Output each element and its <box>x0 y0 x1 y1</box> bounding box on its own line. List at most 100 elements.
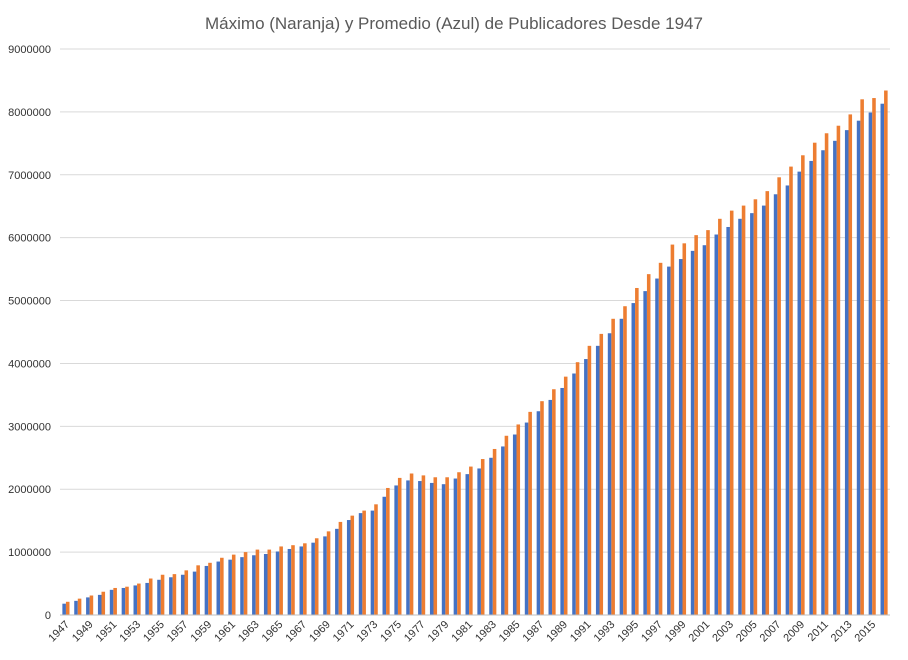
bar-promedio-1951 <box>109 589 114 615</box>
bar-maximo-1978 <box>433 477 438 615</box>
bar-maximo-1951 <box>113 587 117 615</box>
bar-promedio-1984 <box>501 446 505 615</box>
bar-maximo-2006 <box>765 191 770 615</box>
bar-promedio-2001 <box>702 245 707 615</box>
x-tick-label: 1985 <box>497 619 523 645</box>
bar-promedio-2003 <box>726 226 730 616</box>
x-tick-label: 1951 <box>94 619 120 645</box>
y-tick-label: 8000000 <box>8 107 51 119</box>
bar-promedio-1987 <box>536 411 541 615</box>
bar-maximo-1992 <box>599 333 604 615</box>
bar-maximo-1948 <box>77 598 82 615</box>
x-tick-label: 2001 <box>687 619 713 645</box>
bar-maximo-1966 <box>291 545 295 615</box>
x-tick-label: 1977 <box>402 619 428 645</box>
y-tick-label: 4000000 <box>8 358 51 370</box>
x-tick-label: 1947 <box>46 619 72 645</box>
bar-promedio-1968 <box>311 542 315 615</box>
bar-maximo-1987 <box>540 401 544 615</box>
bar-promedio-1986 <box>524 422 529 615</box>
x-tick-label: 1981 <box>449 619 475 645</box>
bar-promedio-1993 <box>607 333 612 615</box>
bar-maximo-2011 <box>824 133 829 615</box>
bar-maximo-1959 <box>208 562 212 615</box>
bar-maximo-1980 <box>457 472 461 615</box>
bar-promedio-2009 <box>797 171 802 615</box>
bar-maximo-1979 <box>445 477 449 615</box>
bar-maximo-1953 <box>137 583 141 615</box>
bar-promedio-1975 <box>394 485 398 615</box>
x-tick-label: 2007 <box>758 619 784 645</box>
bar-maximo-2003 <box>729 210 734 615</box>
bar-maximo-1963 <box>255 549 260 615</box>
bar-maximo-1973 <box>374 504 378 615</box>
y-tick-label: 1000000 <box>8 547 51 559</box>
x-tick-label: 1983 <box>473 619 499 645</box>
bar-maximo-1964 <box>267 549 272 615</box>
bar-maximo-1962 <box>243 552 248 615</box>
bar-promedio-1969 <box>323 536 327 615</box>
bar-promedio-2012 <box>833 140 837 615</box>
bar-maximo-1981 <box>469 466 473 615</box>
bar-promedio-2016 <box>880 103 885 616</box>
bar-maximo-1982 <box>480 459 485 615</box>
bar-promedio-2008 <box>785 185 790 615</box>
bar-maximo-1974 <box>386 487 390 615</box>
bar-promedio-1995 <box>631 303 636 615</box>
chart-title: Máximo (Naranja) y Promedio (Azul) de Pu… <box>205 14 703 33</box>
x-tick-label: 1973 <box>355 619 381 645</box>
x-tick-label: 2009 <box>781 619 807 645</box>
bar-maximo-1995 <box>635 287 639 615</box>
bar-promedio-1988 <box>548 399 553 615</box>
bar-maximo-1967 <box>303 543 307 615</box>
x-tick-label: 1989 <box>544 619 570 645</box>
bar-maximo-1952 <box>125 586 129 615</box>
bar-promedio-1959 <box>204 565 209 615</box>
bar-maximo-1956 <box>172 574 177 615</box>
bar-maximo-1950 <box>101 591 106 615</box>
bar-promedio-1972 <box>358 513 363 615</box>
bar-maximo-1999 <box>682 243 687 615</box>
x-tick-label: 2013 <box>829 619 855 645</box>
y-tick-label: 0 <box>45 610 51 622</box>
bar-promedio-1983 <box>489 457 493 615</box>
x-tick-label: 1965 <box>260 619 286 645</box>
bar-maximo-1949 <box>89 595 94 615</box>
x-tick-label: 1963 <box>236 619 262 645</box>
bar-maximo-1971 <box>350 515 355 615</box>
bar-maximo-1988 <box>552 389 556 615</box>
bar-maximo-1947 <box>65 601 70 615</box>
bar-maximo-1954 <box>148 578 153 615</box>
bar-promedio-1973 <box>370 510 375 615</box>
bar-maximo-2014 <box>860 99 864 615</box>
y-tick-label: 6000000 <box>8 233 51 245</box>
bar-promedio-1982 <box>477 468 481 615</box>
bar-promedio-1962 <box>240 557 244 615</box>
y-tick-label: 9000000 <box>8 44 51 56</box>
x-axis-tick-labels: 1947194919511953195519571959196119631965… <box>46 619 878 645</box>
bar-promedio-1992 <box>595 345 600 615</box>
bar-promedio-2013 <box>844 130 849 615</box>
bar-promedio-1961 <box>228 559 232 615</box>
bar-maximo-1994 <box>623 306 627 615</box>
bar-promedio-1980 <box>453 478 458 615</box>
bar-promedio-2007 <box>773 194 778 615</box>
bar-promedio-1950 <box>97 594 102 615</box>
bar-promedio-1978 <box>429 482 434 615</box>
x-tick-label: 2003 <box>710 619 736 645</box>
bar-maximo-1955 <box>160 574 165 615</box>
bar-maximo-1985 <box>516 424 521 615</box>
bar-promedio-2006 <box>761 205 766 615</box>
bar-promedio-1966 <box>287 548 292 615</box>
bar-maximo-1969 <box>326 531 331 615</box>
bar-maximo-1975 <box>397 477 402 615</box>
bar-maximo-1991 <box>587 345 592 615</box>
bar-promedio-1970 <box>335 528 339 615</box>
x-tick-label: 1971 <box>331 619 357 645</box>
bar-promedio-1971 <box>346 520 351 615</box>
bar-promedio-2010 <box>809 160 813 615</box>
x-tick-label: 1997 <box>639 619 665 645</box>
bar-promedio-1991 <box>584 359 588 615</box>
bar-maximo-2010 <box>812 142 817 615</box>
